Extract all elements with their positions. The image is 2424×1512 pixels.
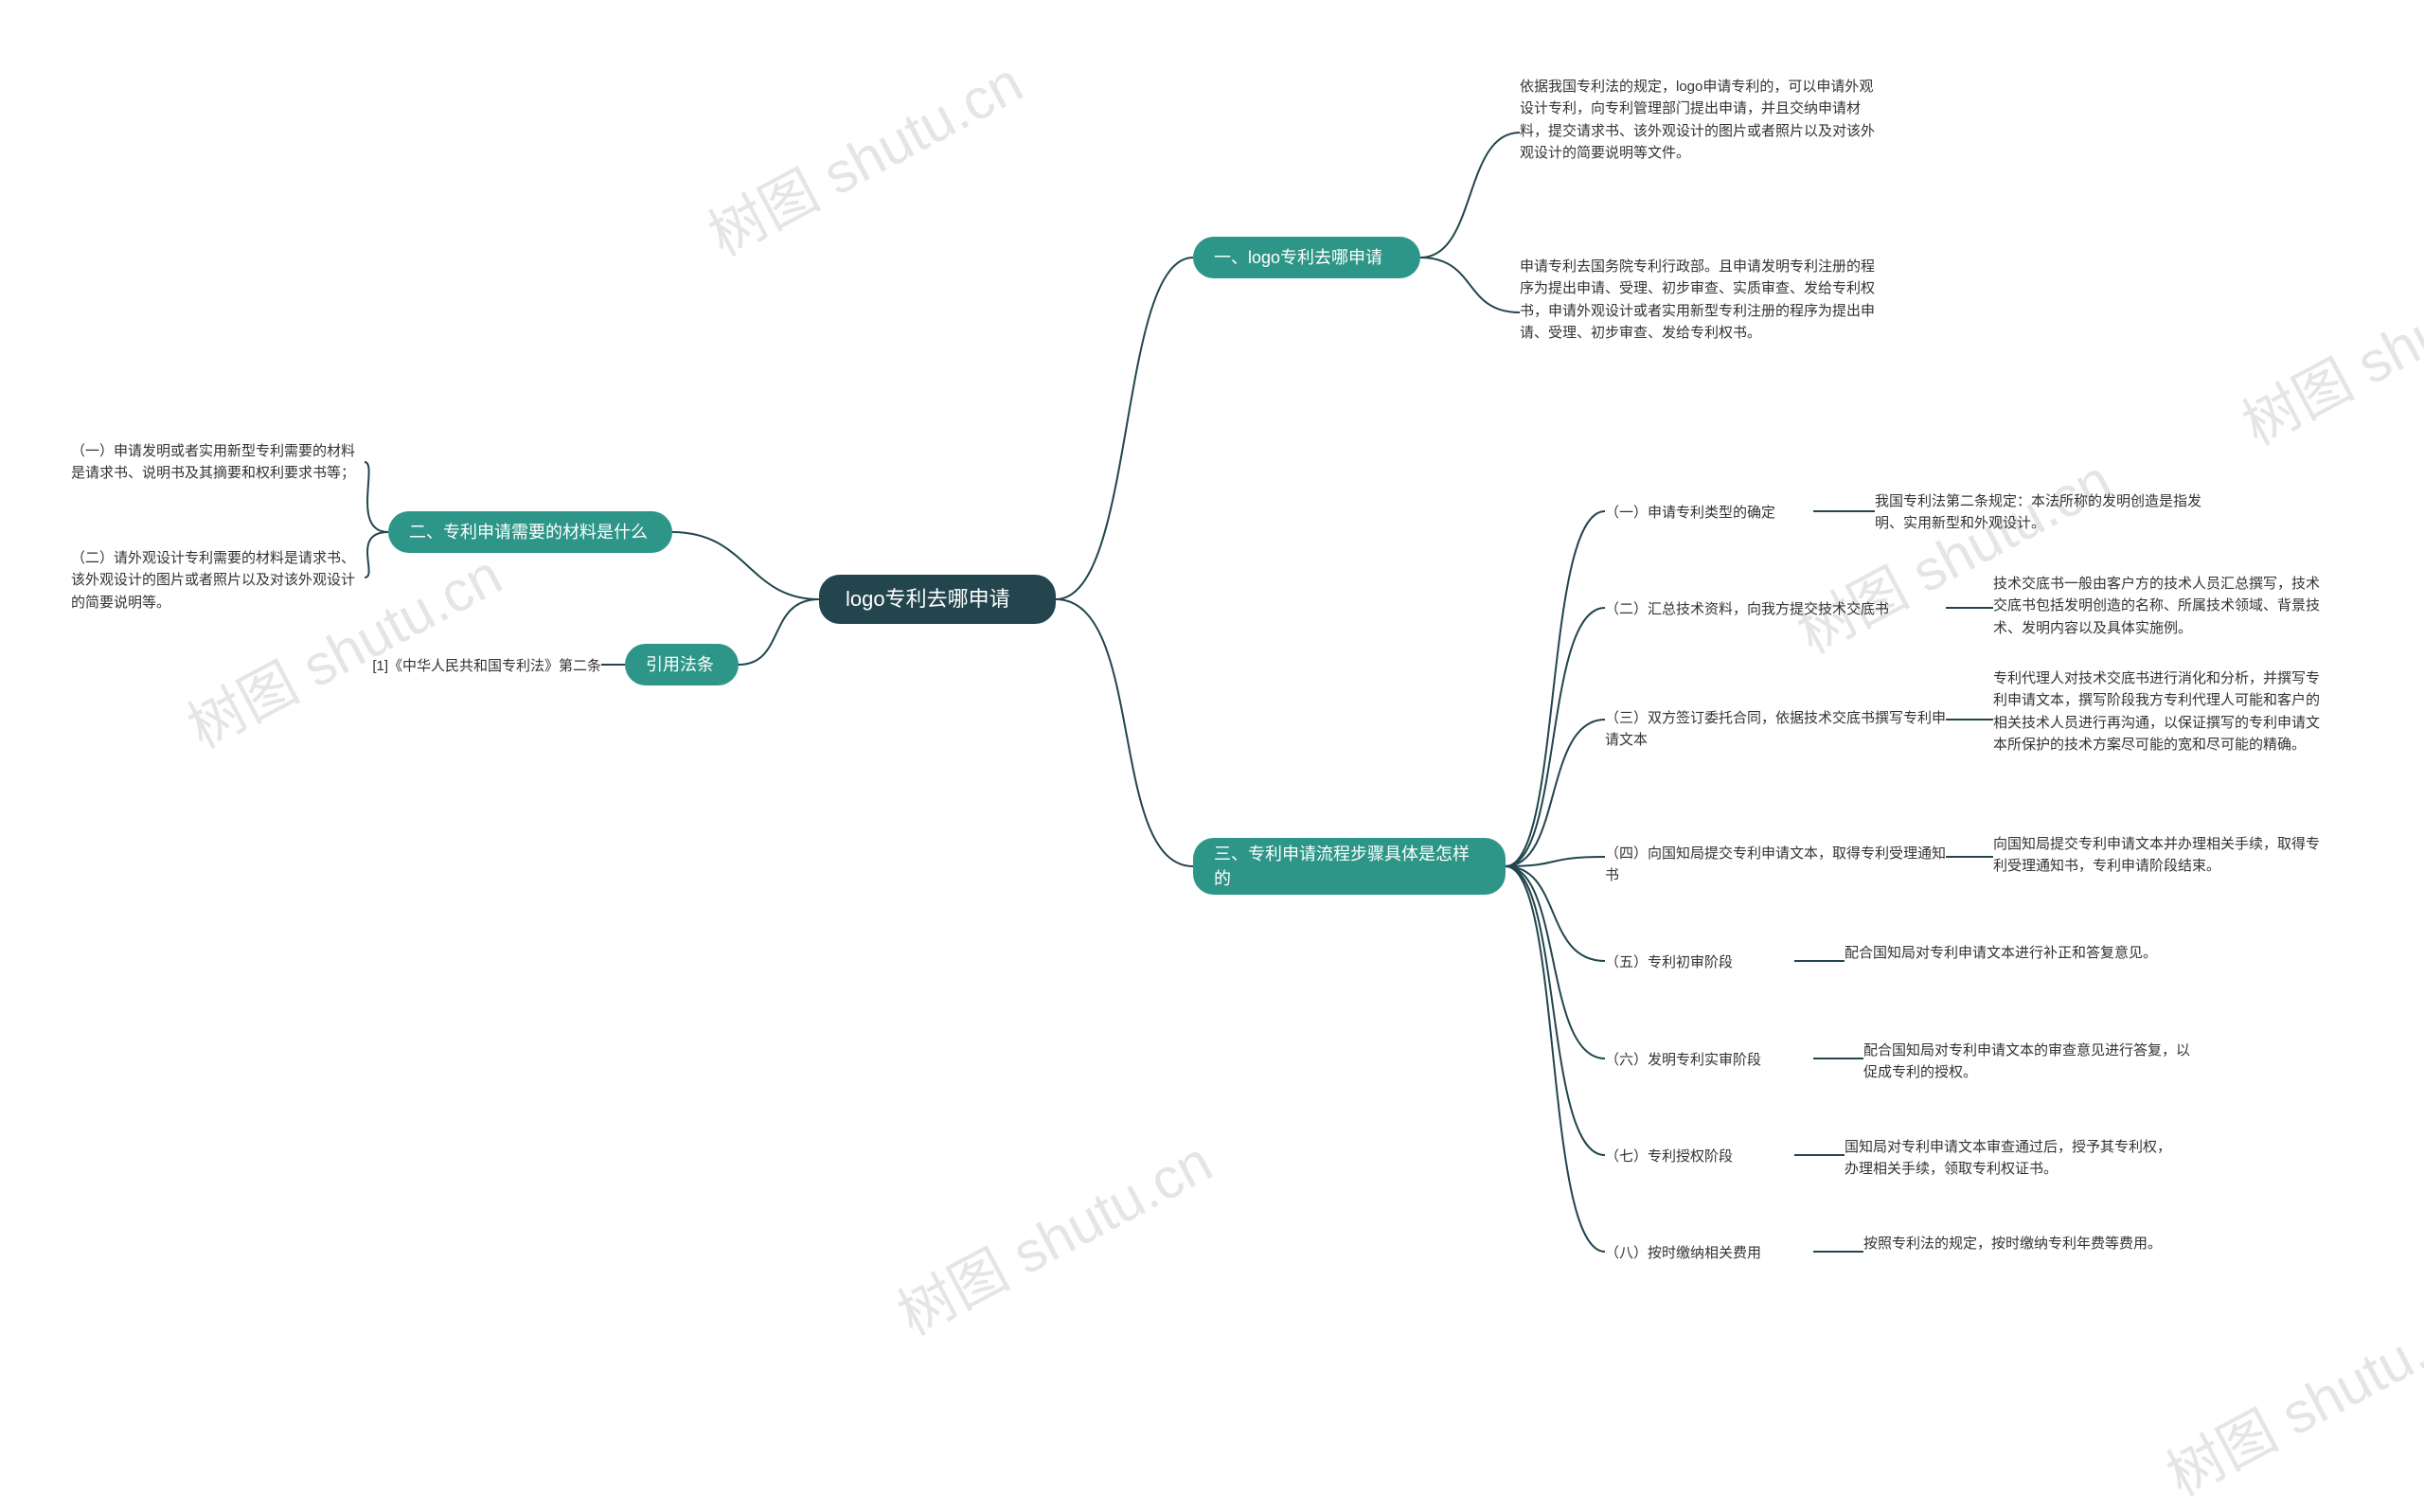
sub-detail: 技术交底书一般由客户方的技术人员汇总撰写，技术交底书包括发明创造的名称、所属技术… (1993, 573, 2329, 639)
sub-label: （八）按时缴纳相关费用 (1605, 1242, 1813, 1264)
sub-label: （七）专利授权阶段 (1605, 1146, 1794, 1167)
sub-label: （五）专利初审阶段 (1605, 952, 1794, 973)
mindmap-canvas: 树图 shutu.cn 树图 shutu.cn 树图 shutu.cn 树图 s… (0, 0, 2424, 1355)
branch-node-1[interactable]: 一、logo专利去哪申请 (1193, 237, 1420, 278)
leaf-text: （一）申请发明或者实用新型专利需要的材料是请求书、说明书及其摘要和权利要求书等； (71, 440, 365, 485)
sub-label: （四）向国知局提交专利申请文本，取得专利受理通知书 (1605, 843, 1946, 887)
root-node[interactable]: logo专利去哪申请 (819, 575, 1056, 624)
branch-node-4[interactable]: 引用法条 (625, 644, 739, 685)
root-label: logo专利去哪申请 (846, 584, 1010, 614)
sub-detail: 配合国知局对专利申请文本进行补正和答复意见。 (1845, 942, 2171, 964)
branch-label: 二、专利申请需要的材料是什么 (409, 520, 648, 544)
branch-label: 引用法条 (646, 652, 714, 677)
sub-label: （三）双方签订委托合同，依据技术交底书撰写专利申请文本 (1605, 707, 1946, 752)
sub-label: （二）汇总技术资料，向我方提交技术交底书 (1605, 598, 1946, 620)
leaf-text: 依据我国专利法的规定，logo申请专利的，可以申请外观设计专利，向专利管理部门提… (1520, 76, 1880, 164)
sub-detail: 配合国知局对专利申请文本的审查意见进行答复，以促成专利的授权。 (1863, 1040, 2190, 1084)
sub-detail: 国知局对专利申请文本审查通过后，授予其专利权，办理相关手续，领取专利权证书。 (1845, 1136, 2171, 1181)
watermark: 树图 shutu.cn (692, 38, 1035, 272)
watermark: 树图 shutu.cn (2226, 227, 2424, 461)
sub-detail: 我国专利法第二条规定：本法所称的发明创造是指发明、实用新型和外观设计。 (1875, 490, 2201, 535)
sub-detail: 专利代理人对技术交底书进行消化和分析，并撰写专利申请文本，撰写阶段我方专利代理人… (1993, 667, 2329, 756)
watermark: 树图 shutu.cn (2150, 1278, 2424, 1512)
branch-label: 三、专利申请流程步骤具体是怎样的 (1214, 842, 1485, 891)
sub-detail: 按照专利法的规定，按时缴纳专利年费等费用。 (1863, 1233, 2190, 1254)
leaf-text: 申请专利去国务院专利行政部。且申请发明专利注册的程序为提出申请、受理、初步审查、… (1520, 256, 1880, 344)
leaf-text: （二）请外观设计专利需要的材料是请求书、该外观设计的图片或者照片以及对该外观设计… (71, 547, 365, 614)
branch-node-3[interactable]: 三、专利申请流程步骤具体是怎样的 (1193, 838, 1506, 895)
sub-label: （六）发明专利实审阶段 (1605, 1049, 1813, 1071)
sub-label: （一）申请专利类型的确定 (1605, 502, 1813, 524)
watermark: 树图 shutu.cn (882, 1117, 1224, 1351)
sub-detail: 向国知局提交专利申请文本并办理相关手续，取得专利受理通知书，专利申请阶段结束。 (1993, 833, 2329, 878)
branch-label: 一、logo专利去哪申请 (1214, 245, 1382, 270)
leaf-text: [1]《中华人民共和国专利法》第二条 (317, 655, 601, 677)
branch-node-2[interactable]: 二、专利申请需要的材料是什么 (388, 511, 672, 553)
